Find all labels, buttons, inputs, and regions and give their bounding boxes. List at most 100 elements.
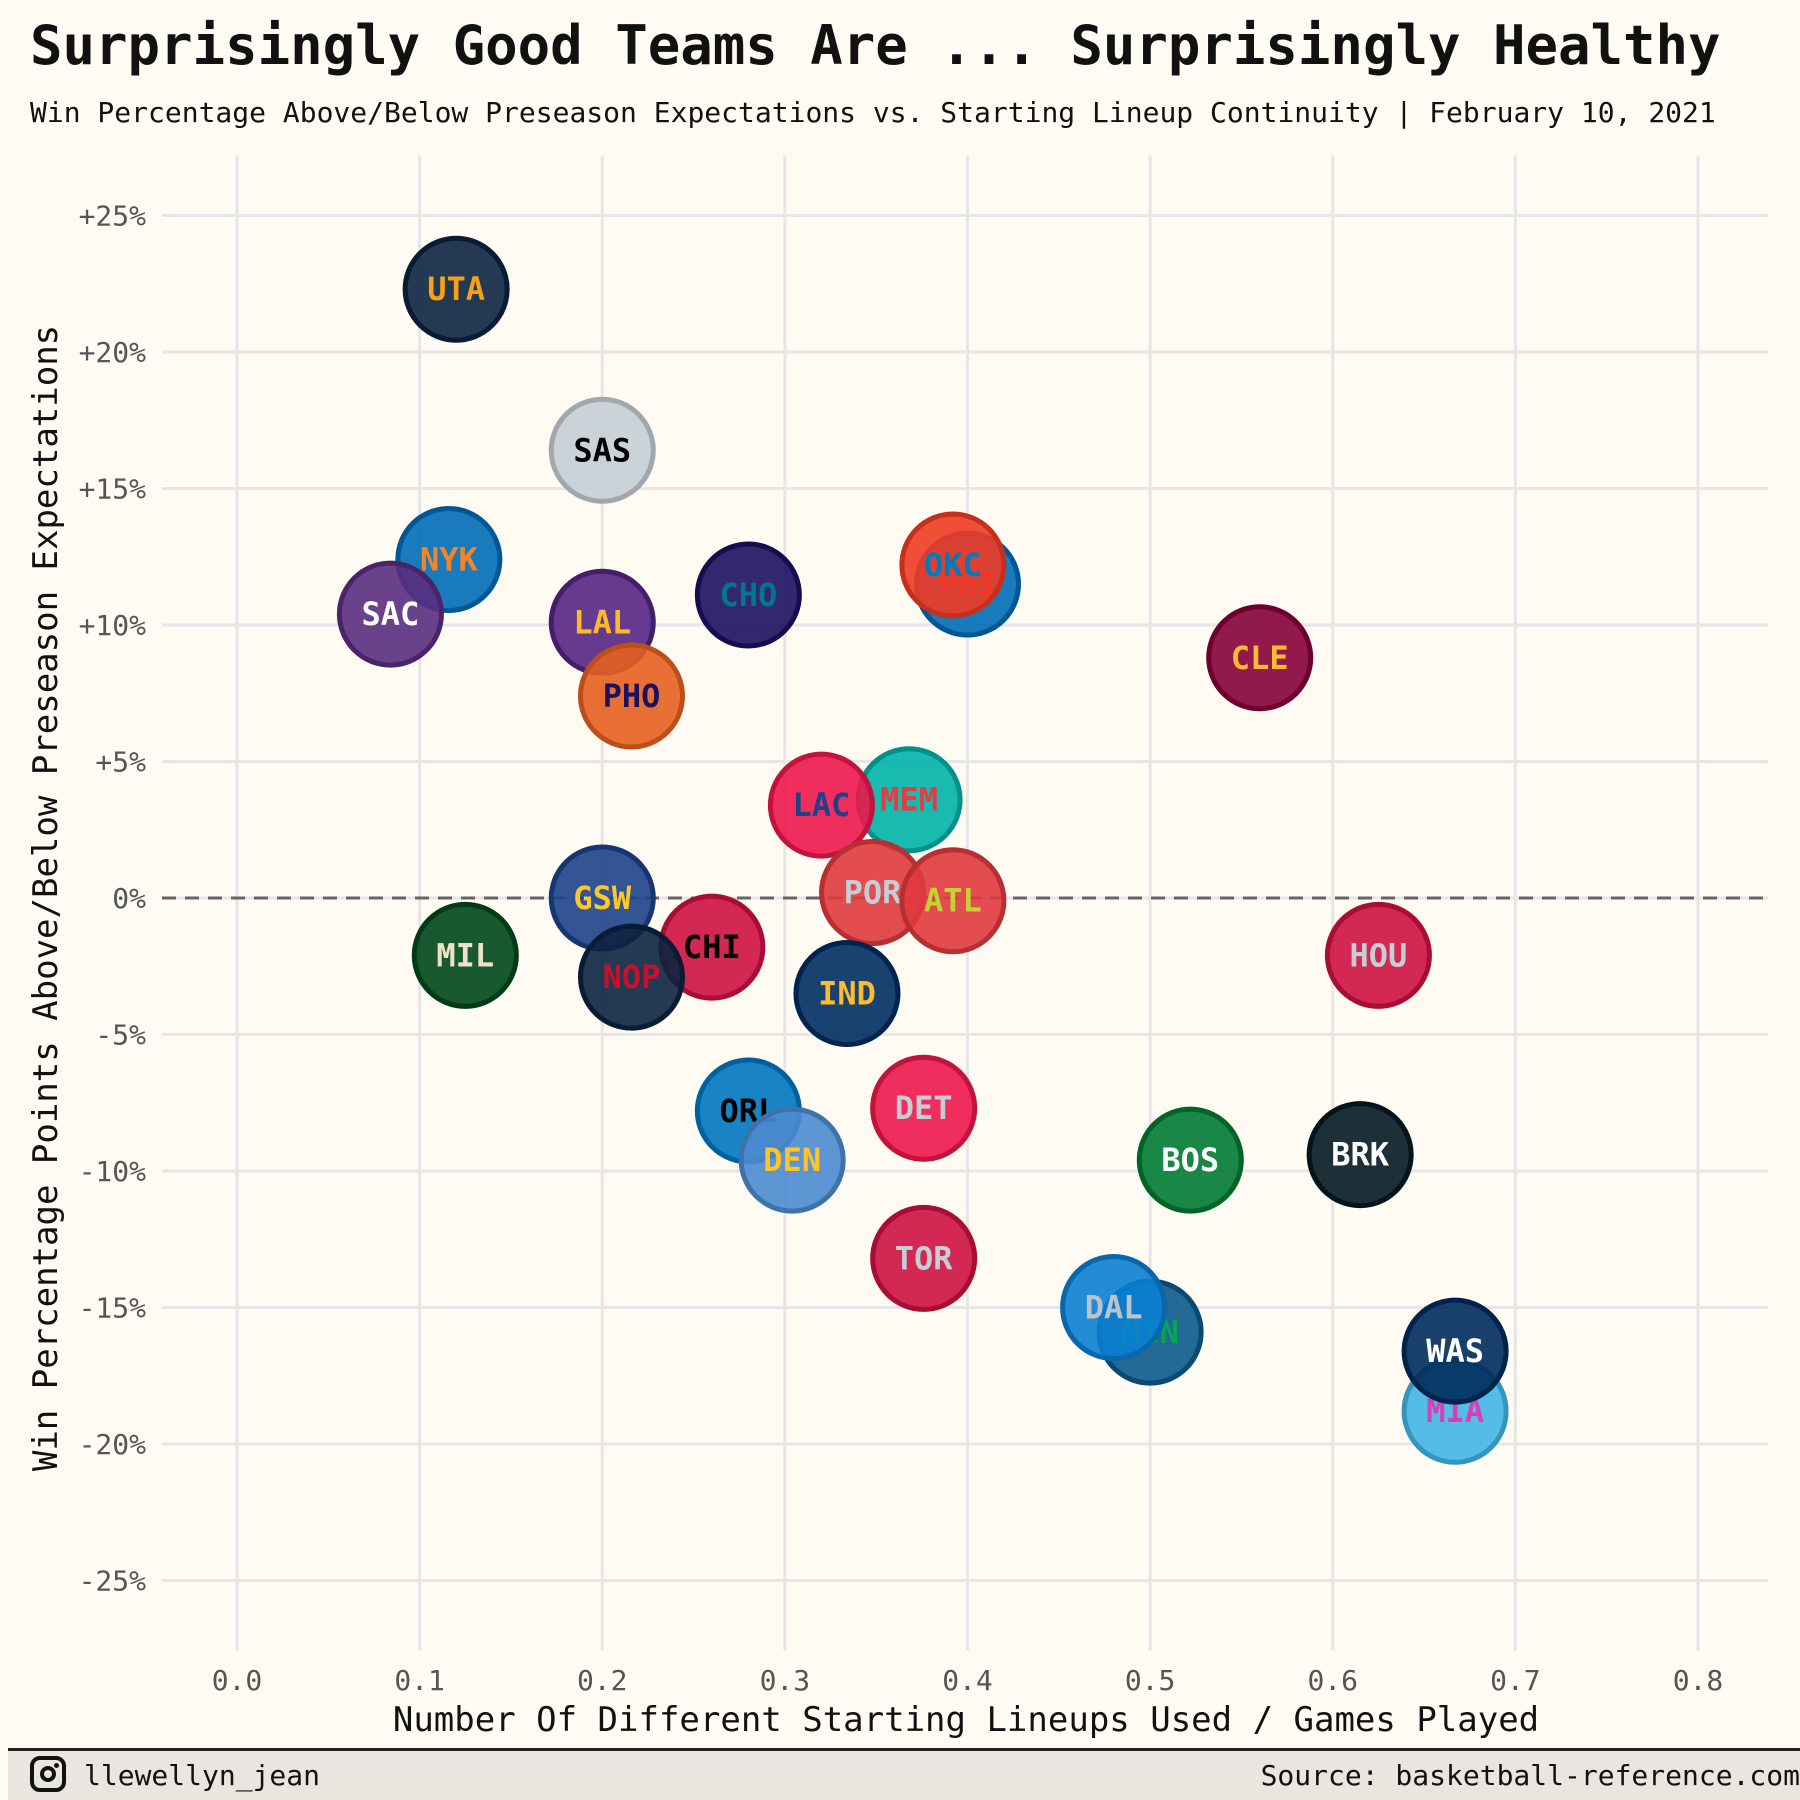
footer-source: Source: basketball-reference.com xyxy=(1260,1759,1800,1792)
team-bubble-outline xyxy=(395,505,503,613)
chart-title: Surprisingly Good Teams Are ... Surprisi… xyxy=(30,14,1721,77)
team-bubble xyxy=(1306,1101,1414,1209)
team-point-cle: CLE xyxy=(1206,604,1314,712)
team-label: BRK xyxy=(1331,1136,1390,1174)
team-bubble xyxy=(1324,901,1432,1009)
y-tick-label: -20% xyxy=(79,1428,147,1461)
team-label: MIL xyxy=(436,936,494,974)
team-label: BOS xyxy=(1161,1141,1219,1179)
team-bubble-outline xyxy=(1206,604,1314,712)
team-label: MEM xyxy=(880,781,938,819)
team-bubble-outline xyxy=(793,940,901,1048)
team-bubble-outline xyxy=(577,642,685,750)
team-bubble-outline xyxy=(411,901,519,1009)
team-label: CHI xyxy=(683,928,741,966)
team-label: LAC xyxy=(793,786,851,824)
team-bubble xyxy=(870,1204,978,1312)
team-bubble-outline xyxy=(899,847,1007,955)
team-point-ind: IND xyxy=(793,940,901,1048)
y-tick-label: -15% xyxy=(79,1292,147,1325)
x-tick-label: 0.4 xyxy=(942,1664,993,1697)
team-label: SAS xyxy=(573,431,631,469)
x-tick-label: 0.2 xyxy=(577,1664,628,1697)
team-point-tor: TOR xyxy=(870,1204,978,1312)
team-bubble xyxy=(1060,1254,1168,1361)
team-bubble-outline xyxy=(870,1204,978,1312)
team-point-sac: SAC xyxy=(336,560,444,668)
team-label: DEN xyxy=(763,1141,821,1179)
team-points: UTASASNYKSACLALPHOCHOPHIOKCCLEMEMLACGSWP… xyxy=(336,235,1509,1465)
y-tick-label: -10% xyxy=(79,1155,147,1188)
team-bubble xyxy=(336,560,444,668)
x-axis-title: Number Of Different Starting Lineups Use… xyxy=(393,1700,1539,1740)
team-label: CLE xyxy=(1231,639,1289,677)
y-axis-title: Win Percentage Points Above/Below Presea… xyxy=(26,325,66,1471)
team-point-lac: LAC xyxy=(767,751,875,859)
chart-subtitle: Win Percentage Above/Below Preseason Exp… xyxy=(30,96,1716,129)
x-tick-label: 0.0 xyxy=(212,1664,263,1697)
team-label: NYK xyxy=(420,540,479,578)
team-point-sas: SAS xyxy=(548,396,656,504)
team-bubble xyxy=(1136,1106,1244,1214)
y-tick-label: -25% xyxy=(79,1565,147,1598)
x-tick-label: 0.1 xyxy=(394,1664,445,1697)
team-label: DET xyxy=(895,1089,953,1127)
team-bubble-outline xyxy=(1306,1101,1414,1209)
team-point-bos: BOS xyxy=(1136,1106,1244,1214)
x-tick-label: 0.3 xyxy=(760,1664,811,1697)
footer-handle: llewellyn_jean xyxy=(84,1759,321,1792)
y-tick-label: +5% xyxy=(95,746,146,779)
team-bubble xyxy=(1401,1297,1509,1405)
grid xyxy=(162,155,1768,1651)
team-label: LAL xyxy=(573,603,631,641)
team-bubble-outline xyxy=(336,560,444,668)
team-label: UTA xyxy=(427,270,485,308)
axis-ticks: 0.0 0.1 0.2 0.3 0.4 0.5 0.6 0.7 0.8 +25% +20% +15% +… xyxy=(79,200,1724,1698)
team-bubble-outline xyxy=(548,396,656,504)
team-bubble xyxy=(577,642,685,750)
y-tick-label: +10% xyxy=(79,609,147,642)
team-point-por: POR xyxy=(819,839,927,947)
team-point-atl: ATL xyxy=(899,847,1007,955)
team-point-hou: HOU xyxy=(1324,901,1432,1009)
x-tick-label: 0.6 xyxy=(1307,1664,1358,1697)
team-bubble-outline xyxy=(870,1054,978,1162)
team-point-pho: PHO xyxy=(577,642,685,750)
team-bubble xyxy=(793,940,901,1048)
y-tick-label: 0% xyxy=(112,882,146,915)
y-tick-label: +20% xyxy=(79,336,147,369)
team-bubble xyxy=(577,923,685,1031)
team-point-nop: NOP xyxy=(577,923,685,1031)
instagram-icon xyxy=(30,1756,66,1792)
team-bubble-outline xyxy=(1324,901,1432,1009)
team-label: TOR xyxy=(895,1239,954,1277)
team-point-uta: UTA xyxy=(402,235,510,343)
team-label: SAC xyxy=(362,595,420,633)
scatter-chart: UTASASNYKSACLALPHOCHOPHIOKCCLEMEMLACGSWP… xyxy=(26,155,1768,1740)
team-bubble xyxy=(694,541,802,649)
team-label: POR xyxy=(844,874,903,912)
team-label: IND xyxy=(818,975,876,1013)
team-label: OKC xyxy=(924,546,982,584)
y-tick-label: -5% xyxy=(95,1019,146,1052)
team-label: HOU xyxy=(1350,936,1408,974)
team-bubble xyxy=(870,1054,978,1162)
team-label: PHO xyxy=(603,677,661,715)
team-label: NOP xyxy=(603,958,661,996)
team-bubble xyxy=(548,396,656,504)
team-point-gsw: GSW xyxy=(548,844,656,952)
team-point-cho: CHO xyxy=(694,541,802,649)
team-point-den: DEN xyxy=(738,1106,846,1214)
team-bubble xyxy=(1206,604,1314,712)
team-bubble-outline xyxy=(577,923,685,1031)
footer: llewellyn_jean Source: basketball-refere… xyxy=(8,1748,1800,1800)
team-label: ATL xyxy=(924,882,982,920)
team-point-was: WAS xyxy=(1401,1297,1509,1405)
team-point-brk: BRK xyxy=(1306,1101,1414,1209)
team-bubble-outline xyxy=(899,511,1007,619)
x-tick-label: 0.7 xyxy=(1490,1664,1541,1697)
team-point-det: DET xyxy=(870,1054,978,1162)
team-bubble xyxy=(899,511,1007,619)
y-tick-label: +15% xyxy=(79,473,147,506)
team-label: DAL xyxy=(1085,1289,1143,1327)
